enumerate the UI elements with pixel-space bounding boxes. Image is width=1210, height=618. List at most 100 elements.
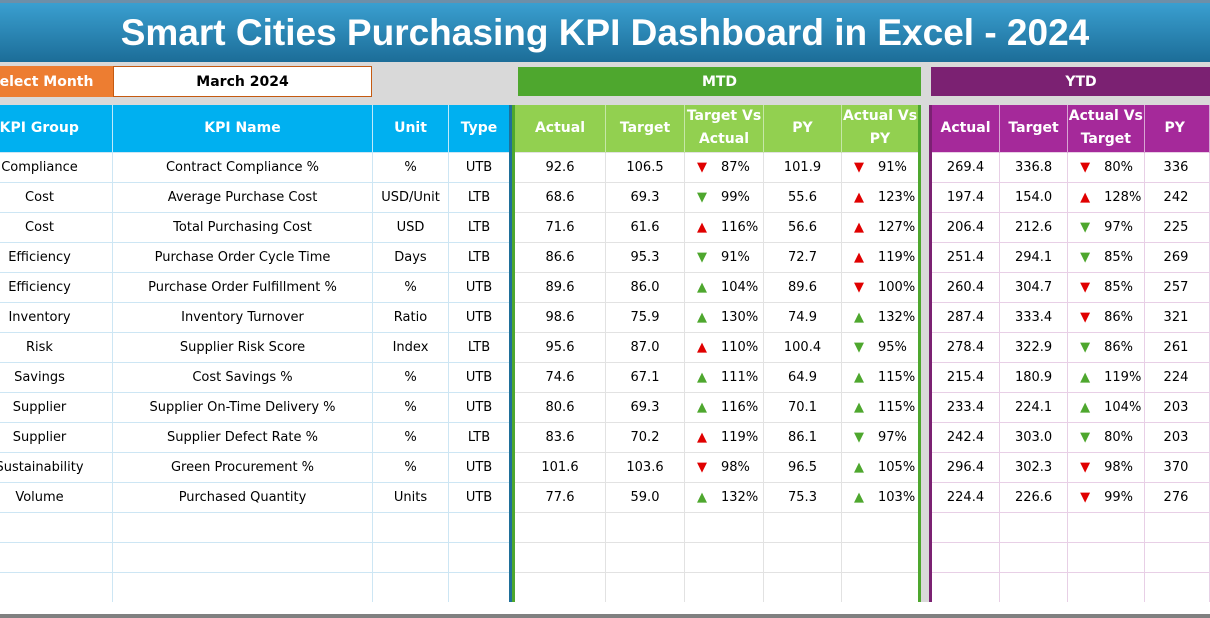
mtd-actual-vs-py-value: 103% — [878, 489, 916, 505]
table-row: Volume Purchased Quantity Units UTB — [0, 481, 511, 513]
mtd-target-vs-actual-value: 110% — [721, 339, 759, 355]
dashboard-title: Smart Cities Purchasing KPI Dashboard in… — [120, 11, 1090, 53]
ytd-actual-vs-target-value: 98% — [1104, 459, 1134, 475]
ytd-actual-vs-target: ▲ 104% — [1067, 391, 1145, 423]
empty-row — [513, 511, 920, 543]
ytd-target: 322.9 — [999, 331, 1069, 363]
empty-row — [929, 511, 1210, 543]
table-row: 269.4 336.8 ▼ 80% 336 — [929, 151, 1210, 183]
ytd-actual-vs-target: ▼ 80% — [1067, 151, 1145, 183]
triangle-down-icon: ▼ — [697, 249, 707, 265]
ytd-actual-vs-target: ▼ 97% — [1067, 211, 1145, 243]
table-row: Cost Average Purchase Cost USD/Unit LTB — [0, 181, 511, 213]
mtd-actual-vs-py: ▲ 123% — [841, 181, 920, 213]
ytd-actual: 233.4 — [929, 391, 1001, 423]
ytd-actual-vs-target-value: 104% — [1104, 399, 1142, 415]
kpi-name: Cost Savings % — [112, 361, 373, 393]
kpi-type: UTB — [448, 361, 511, 393]
kpi-group: Cost — [0, 181, 113, 213]
kpi-group: Supplier — [0, 421, 113, 453]
table-row: 68.6 69.3 ▼ 99% 55.6 ▲ 123% — [513, 181, 920, 213]
kpi-group: Sustainability — [0, 451, 113, 483]
ytd-actual: 269.4 — [929, 151, 1001, 183]
mtd-actual-vs-py-value: 91% — [878, 159, 907, 175]
mtd-actual-vs-py: ▲ 105% — [841, 451, 920, 483]
ytd-header-actual-vs-target: Actual Vs Target — [1067, 105, 1145, 152]
mtd-target-vs-actual: ▼ 91% — [684, 241, 764, 273]
triangle-down-icon: ▼ — [697, 159, 707, 175]
mtd-target-vs-actual: ▲ 111% — [684, 361, 764, 393]
triangle-down-icon: ▼ — [854, 339, 864, 355]
kpi-type: UTB — [448, 301, 511, 333]
kpi-unit: % — [372, 151, 449, 183]
ytd-actual: 287.4 — [929, 301, 1001, 333]
mtd-actual-vs-py-value: 115% — [878, 399, 916, 415]
table-row: 83.6 70.2 ▲ 119% 86.1 ▼ 97% — [513, 421, 920, 453]
triangle-up-icon: ▲ — [854, 189, 864, 205]
header-kpi-group: KPI Group — [0, 105, 113, 152]
mtd-target-vs-actual: ▲ 132% — [684, 481, 764, 513]
mtd-target-vs-actual: ▲ 116% — [684, 391, 764, 423]
triangle-up-icon: ▲ — [854, 369, 864, 385]
ytd-actual-vs-target: ▲ 119% — [1067, 361, 1145, 393]
table-row: 98.6 75.9 ▲ 130% 74.9 ▲ 132% — [513, 301, 920, 333]
kpi-unit: % — [372, 421, 449, 453]
mtd-target-vs-actual: ▼ 99% — [684, 181, 764, 213]
mtd-py: 55.6 — [763, 181, 842, 213]
mtd-target-vs-actual-value: 132% — [721, 489, 759, 505]
mtd-actual-vs-py-value: 119% — [878, 249, 916, 265]
mtd-actual: 77.6 — [513, 481, 606, 513]
mtd-table: Actual Target Target Vs Actual PY Actual… — [512, 105, 921, 603]
kpi-type: LTB — [448, 331, 511, 363]
triangle-up-icon: ▲ — [697, 309, 707, 325]
ytd-py: 203 — [1143, 391, 1210, 423]
mtd-actual-vs-py: ▼ 91% — [841, 151, 920, 183]
triangle-up-icon: ▲ — [1080, 399, 1091, 415]
kpi-name: Supplier On-Time Delivery % — [112, 391, 373, 423]
mtd-target-vs-actual-value: 130% — [721, 309, 759, 325]
mtd-actual-vs-py-value: 105% — [878, 459, 916, 475]
select-month-dropdown[interactable]: March 2024 — [113, 66, 372, 97]
ytd-actual-vs-target: ▼ 86% — [1067, 301, 1145, 333]
kpi-type: UTB — [448, 481, 511, 513]
mtd-header-target: Target — [605, 105, 685, 152]
triangle-down-icon: ▼ — [1080, 489, 1091, 505]
mtd-target-vs-actual-value: 111% — [721, 369, 759, 385]
triangle-up-icon: ▲ — [697, 219, 707, 235]
mtd-actual-vs-py: ▼ 95% — [841, 331, 920, 363]
kpi-type: UTB — [448, 151, 511, 183]
mtd-target: 86.0 — [605, 271, 685, 303]
empty-row — [0, 541, 511, 573]
kpi-group: Volume — [0, 481, 113, 513]
kpi-name: Purchase Order Cycle Time — [112, 241, 373, 273]
ytd-py: 276 — [1143, 481, 1210, 513]
table-row: 206.4 212.6 ▼ 97% 225 — [929, 211, 1210, 243]
table-row: Cost Total Purchasing Cost USD LTB — [0, 211, 511, 243]
triangle-up-icon: ▲ — [697, 279, 707, 295]
mtd-actual: 83.6 — [513, 421, 606, 453]
ytd-actual: 206.4 — [929, 211, 1001, 243]
kpi-name: Average Purchase Cost — [112, 181, 373, 213]
triangle-down-icon: ▼ — [697, 459, 707, 475]
mtd-target-vs-actual-value: 116% — [721, 399, 759, 415]
ytd-target: 224.1 — [999, 391, 1069, 423]
mtd-py: 96.5 — [763, 451, 842, 483]
title-bar: Smart Cities Purchasing KPI Dashboard in… — [0, 0, 1210, 62]
empty-row — [0, 511, 511, 543]
empty-row — [513, 541, 920, 573]
kpi-group: Compliance — [0, 151, 113, 183]
mtd-actual-vs-py-value: 115% — [878, 369, 916, 385]
triangle-up-icon: ▲ — [1080, 189, 1091, 205]
ytd-header-actual: Actual — [930, 105, 1001, 152]
ytd-target: 336.8 — [999, 151, 1069, 183]
table-row: 251.4 294.1 ▼ 85% 269 — [929, 241, 1210, 273]
mtd-actual: 89.6 — [513, 271, 606, 303]
mtd-target: 59.0 — [605, 481, 685, 513]
triangle-up-icon: ▲ — [854, 399, 864, 415]
header-type: Type — [448, 105, 511, 152]
table-row: Compliance Contract Compliance %% UTB — [0, 151, 511, 183]
mtd-target: 69.3 — [605, 391, 685, 423]
kpi-type: UTB — [448, 451, 511, 483]
kpi-unit: Days — [372, 241, 449, 273]
mtd-actual-vs-py: ▼ 97% — [841, 421, 920, 453]
